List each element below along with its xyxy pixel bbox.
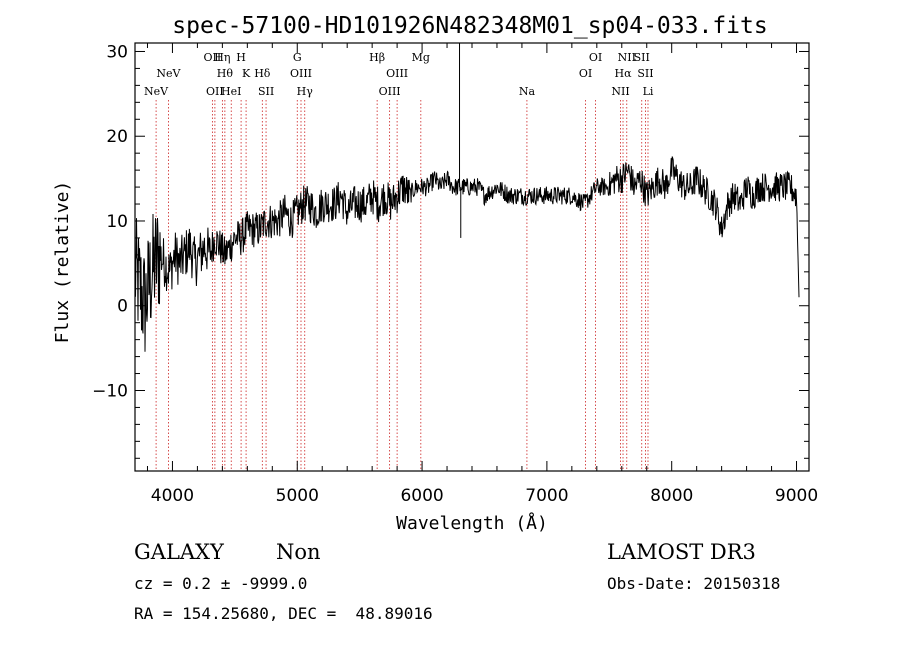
line-label-17: Mg [412, 51, 430, 64]
line-label-4: Hη [214, 51, 230, 64]
x-tick-label: 4000 [151, 486, 194, 506]
object-class: GALAXY [134, 540, 224, 564]
line-label-19: OI [579, 67, 592, 80]
line-label-24: SII [634, 51, 650, 64]
survey-name: LAMOST DR3 [607, 540, 756, 564]
line-label-12: OIII [290, 67, 312, 80]
line-label-11: G [293, 51, 302, 64]
x-tick-label: 5000 [276, 486, 319, 506]
line-label-22: Hα [615, 67, 633, 80]
line-label-1: NeV [156, 67, 181, 80]
redshift-readout: cz = 0.2 ± -9999.0 [134, 574, 308, 593]
line-label-6: HeI [221, 85, 241, 98]
x-tick-label: 7000 [525, 486, 568, 506]
line-label-18: Na [519, 85, 536, 98]
y-tick-label: 10 [106, 212, 128, 232]
line-label-15: OIII [379, 85, 401, 98]
y-tick-label: 0 [117, 297, 128, 317]
line-label-20: OI [589, 51, 602, 64]
line-label-5: Hθ [217, 67, 234, 80]
line-label-16: OIII [386, 67, 408, 80]
line-label-8: K [242, 67, 251, 80]
line-label-21: NII [611, 85, 629, 98]
emission-line-markers [155, 100, 649, 471]
y-tick-label: 20 [106, 127, 128, 147]
line-label-14: Hβ [369, 51, 385, 64]
spectrum-spikes [459, 43, 462, 238]
chart-title: spec-57100-HD101926N482348M01_sp04-033.f… [172, 13, 767, 39]
x-axis-label: Wavelength (Å) [396, 512, 548, 534]
x-tick-label: 9000 [775, 486, 818, 506]
spectrum-series [134, 156, 800, 352]
x-tick-label: 8000 [650, 486, 693, 506]
line-label-3: OII [206, 85, 224, 98]
line-label-9: Hδ [254, 67, 271, 80]
x-tick-label: 6000 [400, 486, 443, 506]
line-label-26: Li [643, 85, 654, 98]
y-axis-ticks: −10 0 10 20 30 [92, 42, 809, 459]
x-axis-ticks: 4000 5000 6000 7000 8000 9000 [146, 43, 818, 506]
y-tick-label: 30 [106, 42, 128, 62]
line-label-25: SII [637, 67, 653, 80]
plot-frame [134, 42, 810, 472]
coordinates-readout: RA = 154.25680, DEC = 48.89016 [134, 604, 433, 623]
line-label-13: Hγ [297, 85, 314, 98]
line-label-10: SII [258, 85, 274, 98]
observation-date: Obs-Date: 20150318 [607, 574, 781, 593]
y-tick-label: −10 [92, 381, 128, 401]
line-label-7: H [236, 51, 246, 64]
object-subclass: Non [276, 540, 321, 564]
line-label-0: NeV [144, 85, 169, 98]
line-label-2: OII [204, 51, 222, 64]
line-label-23: NII [618, 51, 636, 64]
y-axis-label: Flux (relative) [52, 181, 73, 344]
